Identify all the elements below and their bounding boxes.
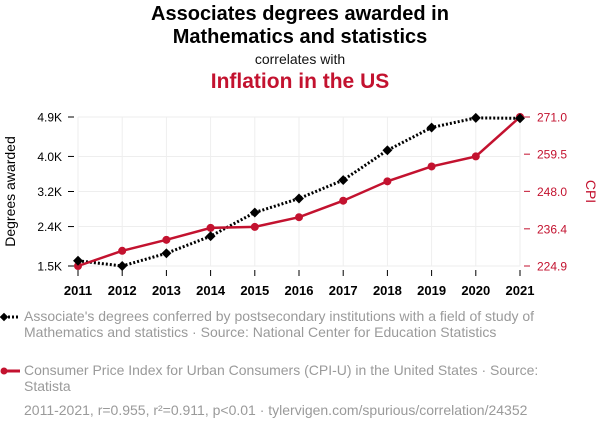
- series-degrees-point: [161, 248, 172, 259]
- x-tick-label: 2014: [196, 283, 226, 298]
- legend-marker-cpi: [0, 367, 20, 375]
- series-degrees-point: [470, 112, 481, 123]
- series-cpi-point: [162, 235, 171, 244]
- chart-plot: 1.5K 2.4K 3.2K 4.0K 4.9K 224.9 236.4 248.0 259.5…: [2, 111, 599, 299]
- series-degrees-point: [515, 113, 525, 124]
- y-left-tick-label: 3.2K: [37, 185, 62, 199]
- chart-footer: 2011-2021, r=0.955, r²=0.911, p<0.01 · t…: [24, 402, 528, 418]
- legend-label-degrees: Associate's degrees conferred by postsec…: [24, 308, 535, 340]
- legend-circle-icon: [0, 367, 8, 375]
- series-degrees-point: [117, 261, 128, 271]
- y-right-tick-label: 224.9: [537, 260, 567, 274]
- y-left-tick-label: 1.5K: [37, 260, 62, 274]
- series-layer: [73, 112, 525, 271]
- series-degrees-point: [338, 175, 349, 186]
- legend-marker-degrees: [0, 312, 20, 322]
- series-cpi-point: [471, 152, 480, 161]
- series-degrees-point: [294, 193, 304, 204]
- series-cpi-point: [206, 223, 215, 232]
- y-right-tick-label: 248.0: [537, 185, 567, 199]
- chart-title-line-1: Associates degrees awarded in: [151, 3, 449, 25]
- series-degrees-point: [249, 207, 260, 218]
- y-right-tick-label: 259.5: [537, 148, 567, 162]
- series-cpi-point: [383, 177, 392, 186]
- series-degrees-point: [382, 145, 393, 156]
- x-tick-label: 2016: [285, 283, 314, 298]
- series-cpi-point: [339, 196, 348, 205]
- series-degrees-line: [77, 116, 521, 268]
- x-tick-label: 2020: [461, 283, 490, 298]
- series-cpi-point: [118, 246, 127, 255]
- y-left-tick-label: 4.0K: [37, 150, 62, 164]
- grid-layer: [77, 116, 521, 267]
- x-tick-label: 2017: [329, 283, 358, 298]
- series-degrees-point: [205, 231, 216, 242]
- legend-item-cpi: Consumer Price Index for Urban Consumers…: [0, 360, 600, 410]
- x-tick-label: 2012: [108, 283, 137, 298]
- series-cpi-point: [427, 162, 436, 171]
- x-tick-label: 2011: [64, 283, 92, 298]
- series-cpi-point: [74, 262, 82, 270]
- y-right-tick-label: 236.4: [537, 222, 567, 236]
- legend-item-degrees: Associate's degrees conferred by postsec…: [0, 306, 600, 356]
- x-tick-label: 2013: [152, 283, 181, 298]
- chart-secondary-title: Inflation in the US: [210, 70, 390, 93]
- x-tick-label: 2018: [373, 283, 402, 298]
- x-tick-label: 2021: [506, 283, 535, 298]
- x-tick-label: 2015: [240, 283, 269, 298]
- x-tick-label: 2019: [417, 283, 446, 298]
- y-right-tick-label: 271.0: [537, 111, 567, 125]
- series-cpi-point: [295, 213, 303, 222]
- chart-connector-text: correlates with: [254, 51, 346, 67]
- legend-diamond-icon: [0, 312, 9, 322]
- y-right-axis-title: CPI: [583, 180, 599, 203]
- axis-layer: 1.5K 2.4K 3.2K 4.0K 4.9K 224.9 236.4 248.0 259.5…: [2, 111, 599, 299]
- chart-title-line-2: Mathematics and statistics: [172, 26, 428, 48]
- y-left-tick-label: 4.9K: [37, 111, 62, 125]
- y-left-axis-title: Degrees awarded: [2, 136, 18, 247]
- legend-label-cpi: Consumer Price Index for Urban Consumers…: [24, 362, 539, 394]
- series-cpi-point: [250, 222, 259, 231]
- y-left-tick-label: 2.4K: [37, 220, 62, 234]
